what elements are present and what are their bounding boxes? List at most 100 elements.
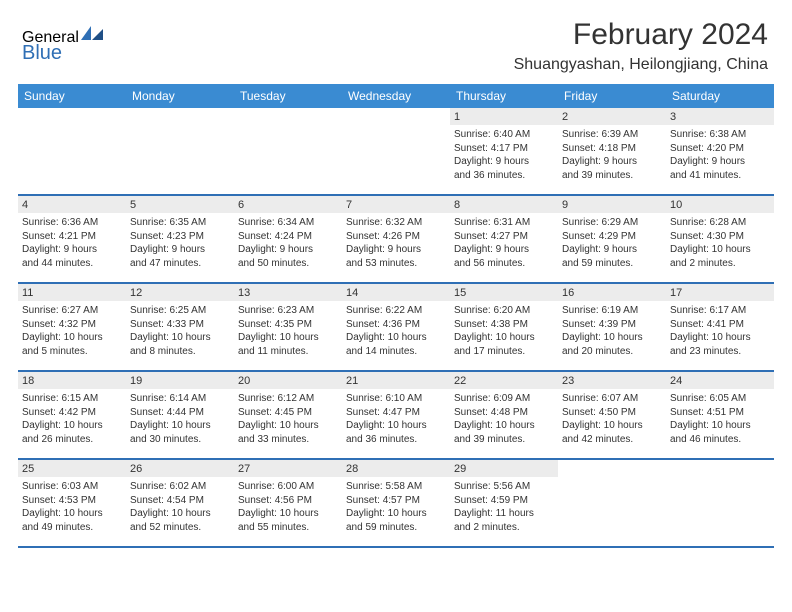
calendar-week-row: 11Sunrise: 6:27 AMSunset: 4:32 PMDayligh… — [18, 284, 774, 372]
day-number: 7 — [342, 196, 450, 213]
title-block: February 2024 Shuangyashan, Heilongjiang… — [514, 18, 768, 74]
daylight2-text: and 36 minutes. — [454, 169, 554, 183]
sunset-text: Sunset: 4:26 PM — [346, 230, 446, 244]
calendar-cell: 20Sunrise: 6:12 AMSunset: 4:45 PMDayligh… — [234, 372, 342, 458]
daylight2-text: and 39 minutes. — [562, 169, 662, 183]
day-header: Monday — [126, 84, 234, 108]
calendar-page: General Blue February 2024 Shuangyashan,… — [0, 0, 792, 548]
daylight1-text: Daylight: 9 hours — [562, 243, 662, 257]
daylight2-text: and 49 minutes. — [22, 521, 122, 535]
day-number: 15 — [450, 284, 558, 301]
calendar-cell — [558, 460, 666, 546]
sunrise-text: Sunrise: 6:32 AM — [346, 216, 446, 230]
sunrise-text: Sunrise: 6:28 AM — [670, 216, 770, 230]
calendar-cell — [18, 108, 126, 194]
calendar-cell: 3Sunrise: 6:38 AMSunset: 4:20 PMDaylight… — [666, 108, 774, 194]
sunrise-text: Sunrise: 6:10 AM — [346, 392, 446, 406]
calendar-cell: 12Sunrise: 6:25 AMSunset: 4:33 PMDayligh… — [126, 284, 234, 370]
daylight2-text: and 11 minutes. — [238, 345, 338, 359]
day-header: Friday — [558, 84, 666, 108]
day-header: Thursday — [450, 84, 558, 108]
day-header: Saturday — [666, 84, 774, 108]
sunset-text: Sunset: 4:44 PM — [130, 406, 230, 420]
daylight1-text: Daylight: 10 hours — [346, 331, 446, 345]
daylight1-text: Daylight: 10 hours — [238, 419, 338, 433]
day-number: 27 — [234, 460, 342, 477]
sunset-text: Sunset: 4:27 PM — [454, 230, 554, 244]
sunset-text: Sunset: 4:41 PM — [670, 318, 770, 332]
sunrise-text: Sunrise: 6:07 AM — [562, 392, 662, 406]
sunset-text: Sunset: 4:18 PM — [562, 142, 662, 156]
calendar-cell: 28Sunrise: 5:58 AMSunset: 4:57 PMDayligh… — [342, 460, 450, 546]
daylight2-text: and 20 minutes. — [562, 345, 662, 359]
day-number: 2 — [558, 108, 666, 125]
sunset-text: Sunset: 4:42 PM — [22, 406, 122, 420]
daylight1-text: Daylight: 10 hours — [238, 507, 338, 521]
daylight2-text: and 30 minutes. — [130, 433, 230, 447]
daylight1-text: Daylight: 9 hours — [454, 243, 554, 257]
calendar-cell: 21Sunrise: 6:10 AMSunset: 4:47 PMDayligh… — [342, 372, 450, 458]
daylight1-text: Daylight: 10 hours — [346, 507, 446, 521]
daylight1-text: Daylight: 10 hours — [238, 331, 338, 345]
day-number: 8 — [450, 196, 558, 213]
calendar-cell: 19Sunrise: 6:14 AMSunset: 4:44 PMDayligh… — [126, 372, 234, 458]
day-number: 20 — [234, 372, 342, 389]
day-number: 9 — [558, 196, 666, 213]
daylight2-text: and 39 minutes. — [454, 433, 554, 447]
sunset-text: Sunset: 4:59 PM — [454, 494, 554, 508]
calendar-cell: 11Sunrise: 6:27 AMSunset: 4:32 PMDayligh… — [18, 284, 126, 370]
daylight1-text: Daylight: 10 hours — [670, 243, 770, 257]
daylight1-text: Daylight: 10 hours — [346, 419, 446, 433]
sunset-text: Sunset: 4:54 PM — [130, 494, 230, 508]
day-number: 4 — [18, 196, 126, 213]
calendar-header-row: Sunday Monday Tuesday Wednesday Thursday… — [18, 84, 774, 108]
sunrise-text: Sunrise: 6:03 AM — [22, 480, 122, 494]
daylight2-text: and 47 minutes. — [130, 257, 230, 271]
daylight1-text: Daylight: 10 hours — [22, 419, 122, 433]
daylight2-text: and 44 minutes. — [22, 257, 122, 271]
daylight1-text: Daylight: 9 hours — [454, 155, 554, 169]
daylight2-text: and 56 minutes. — [454, 257, 554, 271]
calendar-cell: 9Sunrise: 6:29 AMSunset: 4:29 PMDaylight… — [558, 196, 666, 282]
daylight1-text: Daylight: 9 hours — [562, 155, 662, 169]
sunset-text: Sunset: 4:30 PM — [670, 230, 770, 244]
sunrise-text: Sunrise: 6:00 AM — [238, 480, 338, 494]
day-number: 24 — [666, 372, 774, 389]
month-title: February 2024 — [514, 18, 768, 52]
sunset-text: Sunset: 4:29 PM — [562, 230, 662, 244]
daylight2-text: and 14 minutes. — [346, 345, 446, 359]
calendar-cell: 5Sunrise: 6:35 AMSunset: 4:23 PMDaylight… — [126, 196, 234, 282]
daylight2-text: and 26 minutes. — [22, 433, 122, 447]
day-number: 18 — [18, 372, 126, 389]
calendar-cell: 14Sunrise: 6:22 AMSunset: 4:36 PMDayligh… — [342, 284, 450, 370]
calendar-cell: 18Sunrise: 6:15 AMSunset: 4:42 PMDayligh… — [18, 372, 126, 458]
day-number: 14 — [342, 284, 450, 301]
location-subtitle: Shuangyashan, Heilongjiang, China — [514, 56, 768, 74]
sunset-text: Sunset: 4:17 PM — [454, 142, 554, 156]
calendar-cell: 2Sunrise: 6:39 AMSunset: 4:18 PMDaylight… — [558, 108, 666, 194]
calendar-cell — [234, 108, 342, 194]
sunrise-text: Sunrise: 5:58 AM — [346, 480, 446, 494]
sunrise-text: Sunrise: 6:34 AM — [238, 216, 338, 230]
day-number: 29 — [450, 460, 558, 477]
calendar-cell: 7Sunrise: 6:32 AMSunset: 4:26 PMDaylight… — [342, 196, 450, 282]
day-number: 6 — [234, 196, 342, 213]
calendar-cell — [126, 108, 234, 194]
day-header: Sunday — [18, 84, 126, 108]
calendar-week-row: 4Sunrise: 6:36 AMSunset: 4:21 PMDaylight… — [18, 196, 774, 284]
sunset-text: Sunset: 4:51 PM — [670, 406, 770, 420]
day-number: 22 — [450, 372, 558, 389]
logo-text-blue: Blue — [22, 43, 105, 63]
sunrise-text: Sunrise: 6:09 AM — [454, 392, 554, 406]
sunset-text: Sunset: 4:57 PM — [346, 494, 446, 508]
sunrise-text: Sunrise: 6:27 AM — [22, 304, 122, 318]
sunrise-text: Sunrise: 6:19 AM — [562, 304, 662, 318]
daylight1-text: Daylight: 11 hours — [454, 507, 554, 521]
sunrise-text: Sunrise: 6:35 AM — [130, 216, 230, 230]
daylight1-text: Daylight: 10 hours — [454, 419, 554, 433]
daylight1-text: Daylight: 9 hours — [130, 243, 230, 257]
sunset-text: Sunset: 4:32 PM — [22, 318, 122, 332]
daylight1-text: Daylight: 9 hours — [670, 155, 770, 169]
daylight1-text: Daylight: 10 hours — [130, 331, 230, 345]
calendar-cell — [342, 108, 450, 194]
